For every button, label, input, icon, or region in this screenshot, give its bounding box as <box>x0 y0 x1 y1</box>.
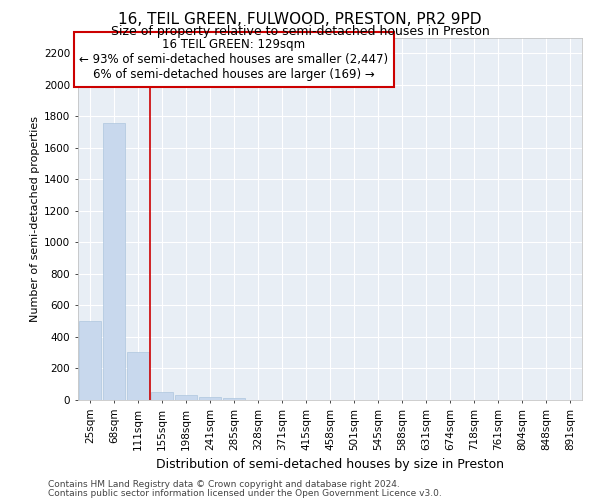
Bar <box>151 392 173 400</box>
Y-axis label: Number of semi-detached properties: Number of semi-detached properties <box>30 116 40 322</box>
Bar <box>103 122 125 400</box>
Bar <box>79 321 101 400</box>
Text: Contains public sector information licensed under the Open Government Licence v3: Contains public sector information licen… <box>48 488 442 498</box>
Text: 16 TEIL GREEN: 129sqm
← 93% of semi-detached houses are smaller (2,447)
6% of se: 16 TEIL GREEN: 129sqm ← 93% of semi-deta… <box>79 38 389 81</box>
Bar <box>127 352 149 400</box>
Text: 16, TEIL GREEN, FULWOOD, PRESTON, PR2 9PD: 16, TEIL GREEN, FULWOOD, PRESTON, PR2 9P… <box>118 12 482 28</box>
Text: Size of property relative to semi-detached houses in Preston: Size of property relative to semi-detach… <box>110 25 490 38</box>
Bar <box>175 396 197 400</box>
Bar <box>199 397 221 400</box>
Bar <box>223 398 245 400</box>
X-axis label: Distribution of semi-detached houses by size in Preston: Distribution of semi-detached houses by … <box>156 458 504 471</box>
Text: Contains HM Land Registry data © Crown copyright and database right 2024.: Contains HM Land Registry data © Crown c… <box>48 480 400 489</box>
